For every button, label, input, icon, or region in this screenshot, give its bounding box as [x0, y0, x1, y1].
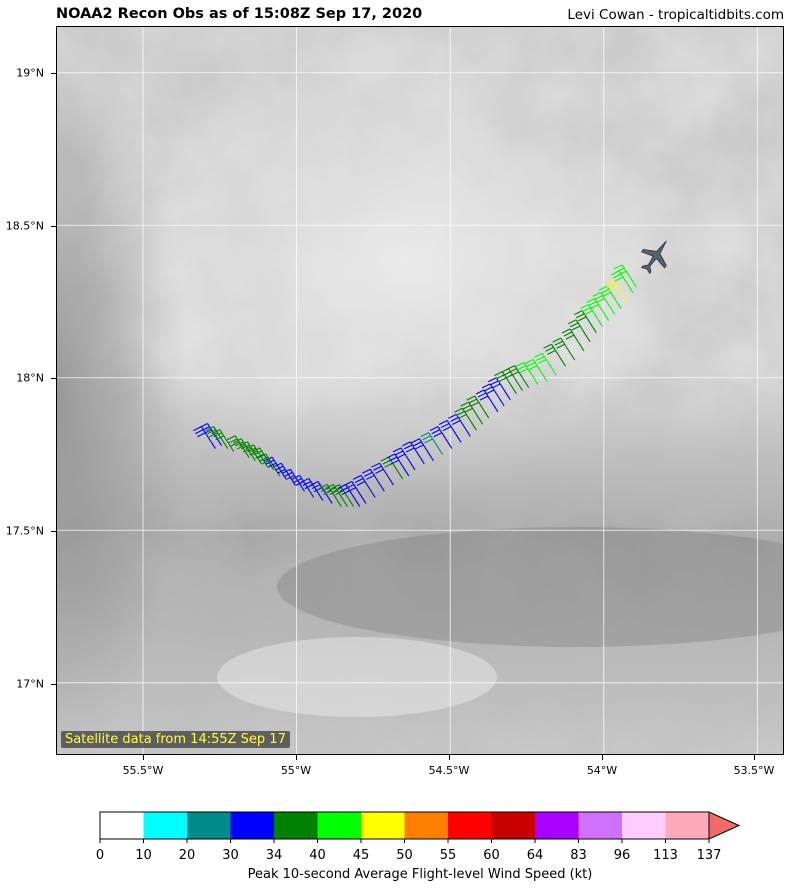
lat-label-17: 17°N — [16, 677, 44, 691]
colorbar-tick-label: 60 — [483, 848, 500, 863]
map-title: NOAA2 Recon Obs as of 15:08Z Sep 17, 202… — [56, 6, 423, 22]
wind-barb — [506, 365, 530, 388]
colorbar-segment — [100, 812, 144, 839]
satellite-note: Satellite data from 14:55Z Sep 17 — [61, 731, 290, 748]
colorbar-tick-label: 137 — [696, 848, 722, 863]
lon-label-54: 54°W — [586, 764, 618, 777]
wind-barb — [309, 480, 333, 504]
colorbar-segment — [361, 812, 405, 839]
colorbar-tick-label: 20 — [178, 848, 196, 863]
colorbar-segment — [665, 812, 710, 839]
wind-barb — [567, 319, 591, 343]
wind-barb — [429, 426, 453, 449]
colorbar-segment — [535, 812, 579, 839]
wind-barb — [331, 484, 355, 507]
colorbar-segment — [448, 812, 492, 839]
wind-barb — [291, 474, 315, 498]
wind-barb — [211, 429, 235, 452]
colorbar-tick-label: 45 — [352, 848, 370, 863]
colorbar-segment — [187, 812, 231, 839]
lon-label-53-5: 53.5°W — [733, 764, 775, 777]
wind-barb — [352, 474, 376, 498]
colorbar-tick-label: 50 — [396, 848, 413, 863]
lon-tick — [754, 755, 755, 760]
wind-barb — [552, 337, 576, 361]
wind-barb — [343, 480, 367, 504]
wind-barb — [515, 362, 539, 385]
colorbar-extend-arrow — [708, 811, 741, 840]
wind-barb — [325, 484, 348, 507]
colorbar-segment — [404, 812, 449, 839]
wind-barbs — [193, 264, 637, 507]
wind-barb — [420, 432, 444, 455]
wind-barb — [524, 358, 548, 382]
colorbar-segment — [317, 812, 362, 839]
wind-barb — [561, 328, 585, 352]
lat-tick — [51, 226, 56, 227]
colorbar-tick-label: 40 — [309, 848, 326, 863]
colorbar-segment — [143, 812, 188, 839]
credit-text: Levi Cowan - tropicaltidbits.com — [567, 7, 784, 23]
colorbar-segment — [622, 812, 666, 839]
colorbar-tick-label: 64 — [526, 848, 544, 863]
wind-barb — [534, 352, 557, 376]
colorbar: 0 10 20 30 34 40 45 50 55 60 64 83 96 113 137 Peak 10-… — [0, 800, 800, 888]
lon-tick — [449, 755, 450, 760]
colorbar-segment — [578, 812, 623, 839]
wind-barb — [319, 484, 342, 507]
airplane-icon — [640, 240, 667, 275]
dark-band — [277, 527, 783, 647]
colorbar-tick-label: 55 — [439, 848, 457, 863]
lat-tick — [51, 531, 56, 532]
wind-barb — [402, 441, 425, 465]
lat-tick — [51, 684, 56, 685]
wind-barb — [411, 438, 434, 462]
lon-tick — [602, 755, 603, 760]
lon-label-55: 55°W — [280, 764, 312, 777]
bright-patch-lower — [217, 637, 497, 717]
colorbar-tick-label: 113 — [653, 848, 678, 863]
wind-barb — [362, 468, 385, 492]
wind-barb — [543, 343, 567, 367]
lon-label-55-5: 55.5°W — [122, 764, 164, 777]
lat-tick — [51, 378, 56, 379]
colorbar-segment — [491, 812, 536, 839]
colorbar-label: Peak 10-second Average Flight-level Wind… — [247, 867, 593, 882]
wind-barb — [371, 462, 394, 486]
gridlines — [57, 27, 783, 754]
wind-barb — [392, 447, 416, 471]
colorbar-svg — [99, 811, 741, 843]
lat-label-18: 18°N — [16, 371, 44, 385]
lon-tick — [296, 755, 297, 760]
lon-tick — [143, 755, 144, 760]
colorbar-tick-label: 34 — [265, 848, 283, 863]
colorbar-tick-label: 96 — [613, 848, 631, 863]
wind-barb — [604, 279, 628, 303]
colorbar-tick-label: 30 — [222, 848, 239, 863]
wind-barb — [251, 447, 275, 471]
wind-barb — [466, 395, 490, 419]
lat-tick — [51, 73, 56, 74]
wind-barb — [438, 419, 462, 443]
colorbar-tick-label: 0 — [95, 848, 105, 863]
colorbar-tick-label: 10 — [135, 848, 152, 863]
satellite-map[interactable]: Satellite data from 14:55Z Sep 17 — [56, 26, 784, 755]
lat-label-18-5: 18.5°N — [5, 219, 44, 233]
lat-label-17-5: 17.5°N — [5, 524, 44, 538]
wind-barb — [613, 264, 637, 288]
lat-label-19: 19°N — [16, 66, 44, 80]
lon-label-54-5: 54.5°W — [428, 764, 470, 777]
map-canvas — [57, 27, 783, 754]
colorbar-tick-label: 83 — [570, 848, 587, 863]
colorbar-segment — [274, 812, 318, 839]
bright-cloud-core — [77, 27, 783, 547]
colorbar-segment — [230, 812, 275, 839]
wind-barb — [300, 477, 324, 501]
